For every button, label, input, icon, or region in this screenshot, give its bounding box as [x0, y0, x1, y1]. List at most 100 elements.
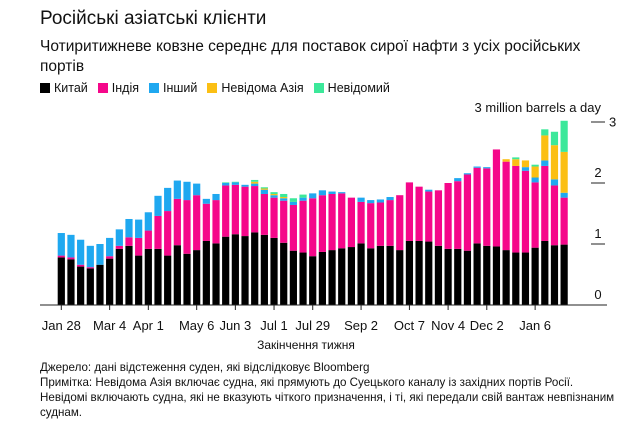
bar-segment [550, 185, 559, 246]
bar-segment [251, 181, 259, 184]
bar-segment [425, 191, 433, 242]
bar-segment [202, 240, 210, 305]
bar-segment [231, 182, 239, 185]
bar-segment [280, 242, 288, 305]
bar-segment [115, 245, 123, 249]
bar-segment [222, 236, 230, 305]
bar-segment [405, 240, 414, 305]
bar-segment [154, 195, 162, 216]
x-tick-label: Jun 3 [219, 318, 251, 333]
bar-segment [550, 245, 559, 305]
bar-segment [415, 240, 423, 305]
bar-segment [115, 229, 123, 246]
bar-segment [357, 243, 365, 305]
bar-segment [173, 245, 181, 305]
bar-segment [347, 197, 355, 248]
bar-segment [473, 167, 481, 244]
bar-segment [328, 250, 336, 305]
bar-segment [183, 200, 191, 254]
bar-segment [386, 197, 394, 201]
x-tick-label: Jul 1 [260, 318, 287, 333]
bar-segment [260, 189, 268, 194]
bar-segment [106, 256, 114, 259]
bar-segment [405, 182, 414, 241]
bar-segment [396, 250, 404, 305]
chart-subtitle: Чотиритижневе ковзне середнє для поставо… [40, 38, 581, 75]
bar-segment [396, 195, 404, 251]
bar-segment [241, 186, 249, 237]
bar-segment [425, 241, 433, 305]
bar-segment [241, 236, 249, 305]
bar-segment [531, 182, 539, 248]
x-tick-label: Jul 29 [295, 318, 330, 333]
bar-segment [367, 248, 375, 305]
bar-segment [67, 257, 75, 260]
bar-segment [299, 197, 307, 201]
bar-segment [222, 183, 230, 186]
bar-segment [541, 165, 549, 241]
bar-segment [521, 167, 530, 171]
bar-segment [492, 149, 501, 247]
bar-segment [309, 256, 317, 305]
legend-label: Індія [111, 81, 140, 95]
bar-segment [231, 234, 239, 305]
bar-segment [521, 160, 530, 168]
bar-segment [531, 166, 539, 178]
bar-segment [173, 198, 181, 246]
legend-item: Невідомий [313, 81, 390, 95]
bar-segment [96, 244, 104, 265]
bar-segment [463, 250, 472, 305]
bar-segment [521, 252, 530, 305]
bar-segment [289, 250, 297, 305]
legend-label: Інший [163, 81, 198, 95]
bar-segment [550, 131, 559, 146]
bar-segment [193, 183, 201, 196]
bar-segment [164, 187, 172, 212]
bar-segment [309, 198, 317, 257]
bar-segment [299, 252, 307, 305]
bar-segment [270, 195, 278, 198]
bar-segment [106, 237, 114, 257]
bar-segment [357, 201, 365, 244]
bar-segment [260, 187, 268, 189]
bar-segment [241, 184, 249, 187]
bar-segment [376, 202, 385, 246]
bar-segment [222, 182, 230, 183]
bar-segment [512, 157, 520, 160]
legend-swatch [313, 83, 324, 93]
bar-segment [376, 199, 385, 203]
bar-segment [154, 248, 162, 305]
legend-swatch [40, 83, 50, 93]
bar-segment [434, 245, 443, 305]
bar-segment [183, 181, 191, 201]
x-tick-label: Sep 2 [344, 318, 378, 333]
bar-segment [502, 161, 510, 251]
bar-segment [512, 165, 520, 253]
bar-segment [454, 248, 462, 305]
y-tick-label: 0 [594, 287, 601, 302]
bar-segment [106, 258, 114, 305]
bar-segment [57, 257, 65, 305]
legend-item: Китай [40, 81, 88, 95]
bar-segment [251, 186, 259, 233]
legend-label: Невідомий [327, 81, 390, 95]
bar-segment [483, 167, 491, 169]
bar-segment [270, 192, 278, 194]
bar-segment [531, 164, 539, 167]
bar-segment [309, 193, 317, 199]
bar-segment [125, 237, 133, 246]
bar-segment [115, 248, 123, 305]
bar-segment [299, 194, 307, 198]
bar-segment [386, 200, 394, 246]
bar-segment [183, 253, 191, 305]
bar-segment [212, 200, 220, 244]
bar-segment [318, 251, 326, 305]
bar-segment [125, 218, 133, 238]
bar-segment [173, 180, 181, 199]
bar-segment [202, 203, 210, 241]
legend-item: Невідома Азія [207, 81, 304, 95]
bar-segment [212, 193, 220, 201]
bar-segment [318, 190, 326, 196]
bar-segment [347, 247, 355, 305]
